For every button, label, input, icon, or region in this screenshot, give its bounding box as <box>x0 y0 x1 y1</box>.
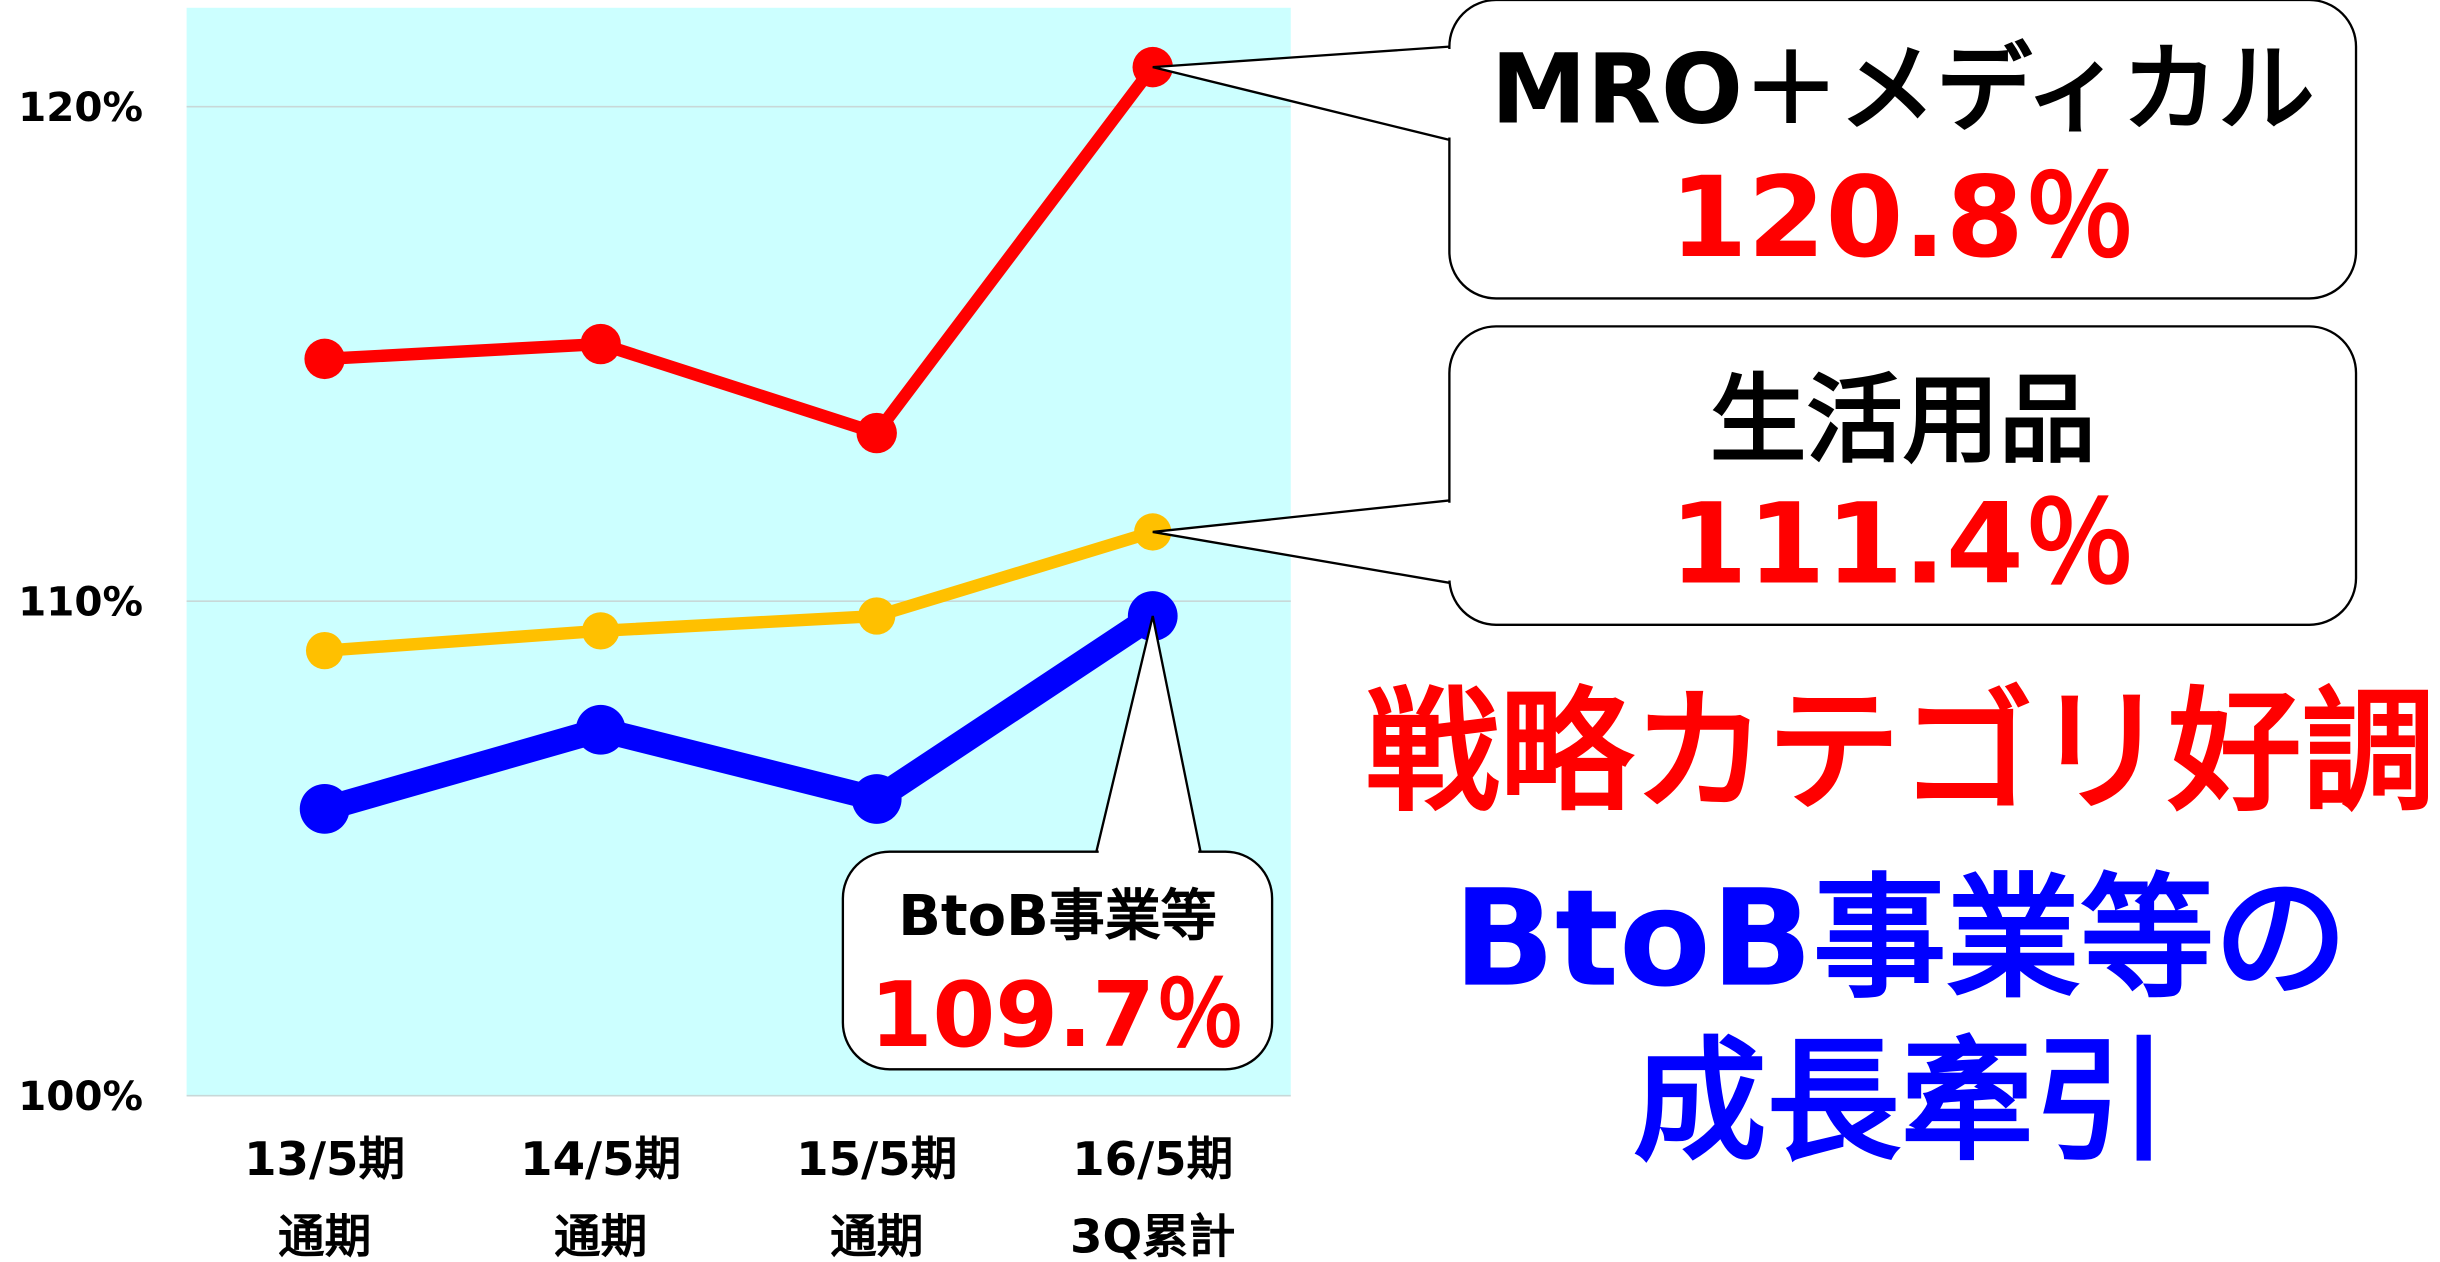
callout-box <box>1448 0 2358 300</box>
x-tick-label: 13/5期 <box>244 1132 405 1186</box>
data-point <box>858 597 896 635</box>
x-tick-label: 16/5期 <box>1072 1132 1233 1186</box>
legend-entry: 生活用品 <box>1710 365 2096 477</box>
data-point <box>856 412 897 454</box>
series-line <box>324 526 1155 657</box>
data-point <box>304 338 345 380</box>
data-point <box>299 784 350 834</box>
annotation: BtoB事業等の <box>1453 861 2348 1017</box>
value-label: 109.7％ <box>870 963 1245 1068</box>
data-point <box>580 323 621 365</box>
value-label: 120.8％ <box>1670 153 2136 283</box>
data-point <box>582 612 620 650</box>
callout-pointer <box>1152 45 1450 142</box>
y-tick-label: 110% <box>18 577 143 625</box>
x-tick-label: 通期 <box>278 1210 371 1262</box>
annotation: 戦略カテゴリ好調 <box>1365 674 2435 830</box>
x-tick-label: 15/5期 <box>796 1132 957 1186</box>
legend-entry: BtoB事業等 <box>898 884 1216 949</box>
x-tick-label: 通期 <box>830 1210 923 1262</box>
callout-pointer <box>1095 615 1202 852</box>
data-point <box>575 704 626 755</box>
callout-pointer <box>1152 499 1450 584</box>
callout-box <box>1448 325 2358 626</box>
x-tick-label: 3Q累計 <box>1070 1210 1235 1262</box>
value-label: 111.4％ <box>1670 480 2136 610</box>
series-line <box>324 63 1158 440</box>
callout-box <box>841 850 1274 1071</box>
x-tick-label: 通期 <box>554 1210 647 1262</box>
x-tick-label: 14/5期 <box>520 1132 681 1186</box>
y-tick-label: 120% <box>18 83 143 131</box>
data-point <box>851 774 902 824</box>
series-line <box>321 605 1160 821</box>
y-tick-label: 100% <box>18 1072 143 1120</box>
legend-entry: MRO＋メディカル <box>1491 34 2315 146</box>
annotation: 成長牽引 <box>1633 1024 2168 1180</box>
data-point <box>305 631 344 670</box>
